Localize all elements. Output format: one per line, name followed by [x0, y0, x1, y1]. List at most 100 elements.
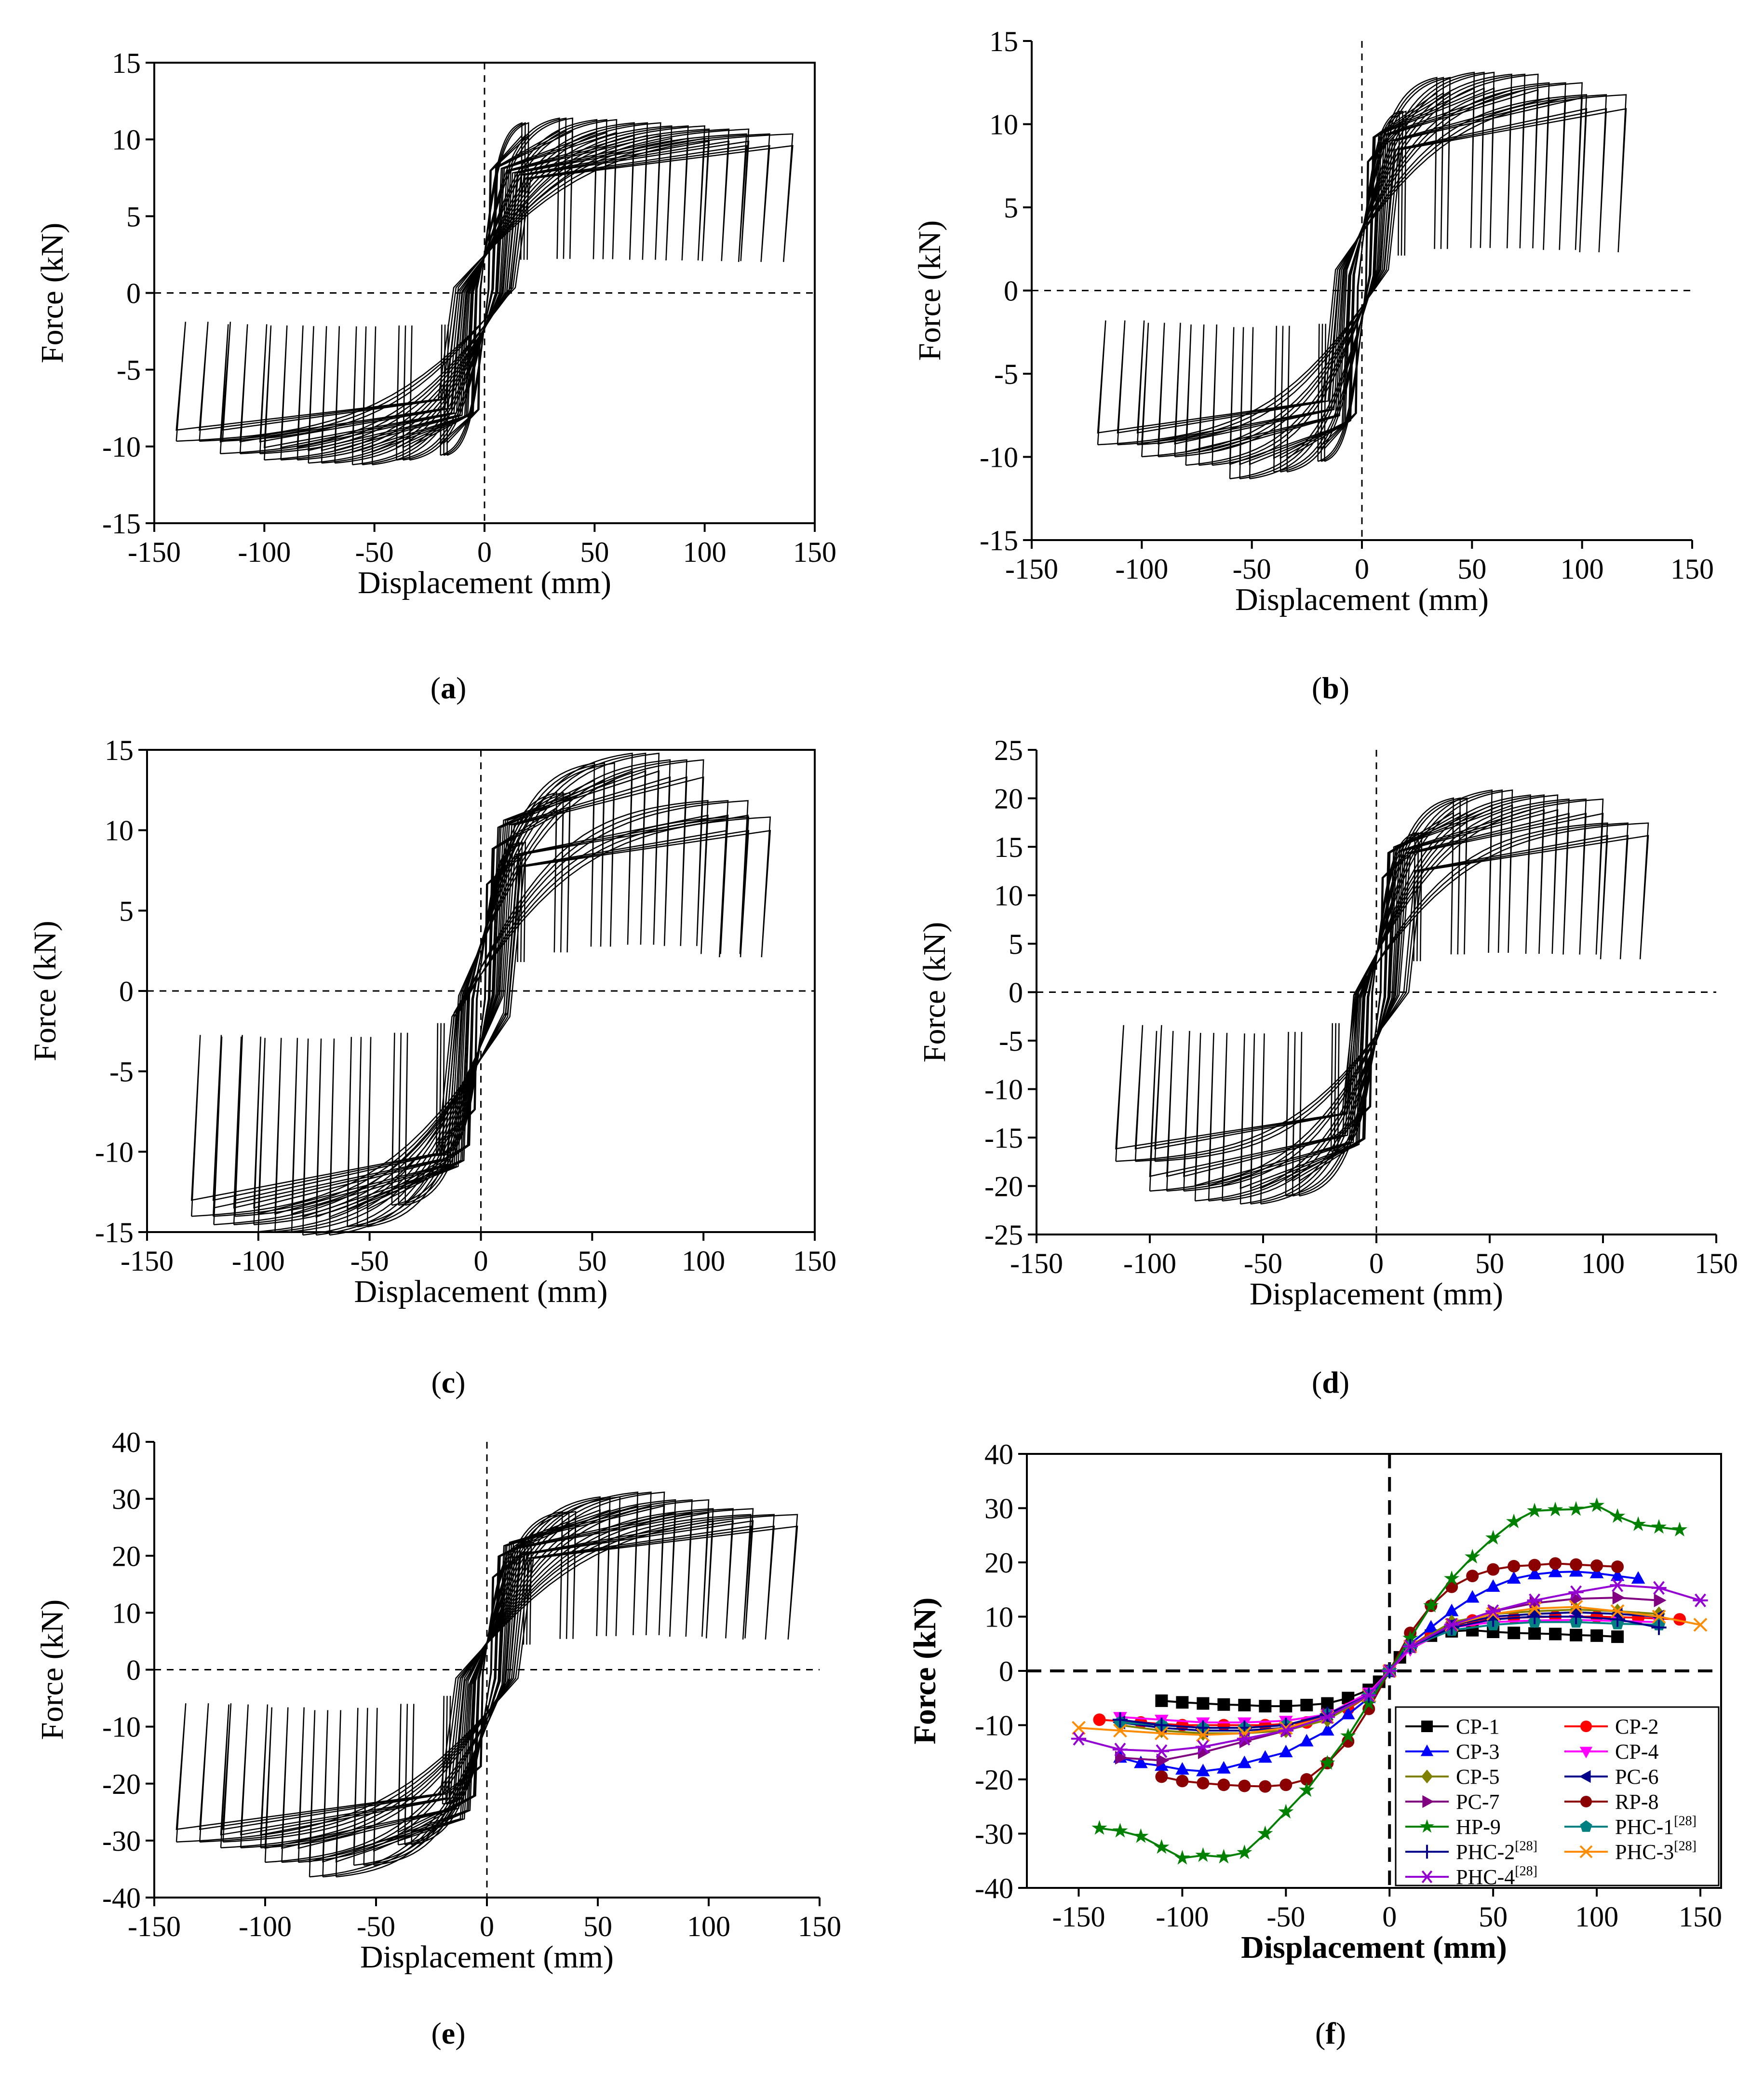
data-point: [1527, 1503, 1543, 1518]
data-point: [1154, 1744, 1169, 1758]
legend-label: PHC-3[28]: [1615, 1839, 1697, 1864]
series-phc-4: [1071, 1578, 1708, 1758]
x-tick-label: -50: [357, 1911, 395, 1942]
y-tick-label: 40: [112, 1426, 141, 1458]
x-tick-label: 50: [1457, 553, 1486, 585]
hysteresis-loop: [190, 816, 771, 1217]
hysteresis-loop: [263, 125, 706, 461]
y-tick-label: -25: [984, 1219, 1023, 1251]
data-point: [1569, 1600, 1583, 1614]
data-point: [1549, 1627, 1562, 1641]
y-tick-label: -10: [980, 442, 1018, 474]
data-point: [1133, 1828, 1149, 1843]
y-tick-label: -40: [102, 1882, 141, 1914]
x-axis-title: Displacement (mm): [1235, 582, 1489, 617]
legend-marker: [1421, 1721, 1433, 1732]
data-point: [1238, 1698, 1251, 1711]
data-point: [1485, 1530, 1501, 1545]
chart-panel-e: -150 -100 -50 0 50 100 150-40-30-20-1001020304…: [35, 1426, 841, 1975]
legend-entry: CP-5: [1405, 1765, 1499, 1789]
data-point: [1197, 1697, 1210, 1710]
data-point: [1195, 1740, 1211, 1754]
data-point: [1154, 1726, 1169, 1740]
data-point: [1174, 1850, 1190, 1865]
x-tick-label: 100: [683, 536, 727, 568]
x-tick-label: 0: [480, 1911, 494, 1942]
hysteresis-loop: [1239, 789, 1513, 1205]
legend-label: CP-1: [1456, 1715, 1499, 1738]
x-tick-label: -100: [232, 1245, 285, 1277]
data-point: [1570, 1628, 1583, 1641]
data-point: [1154, 1717, 1169, 1733]
data-point: [1113, 1723, 1127, 1738]
y-tick-label: 10: [105, 815, 134, 847]
y-tick-label: -15: [102, 508, 141, 540]
y-tick-label: -20: [102, 1768, 141, 1800]
y-tick-label: 0: [126, 278, 141, 310]
legend-label: PC-7: [1456, 1790, 1499, 1814]
y-tick-label: 15: [989, 26, 1018, 57]
y-tick-label: 20: [112, 1540, 141, 1572]
data-point: [1423, 1598, 1439, 1613]
data-point: [1155, 1694, 1168, 1707]
y-tick-label: 10: [984, 1601, 1013, 1633]
data-point: [1486, 1579, 1500, 1592]
legend-label: RP-8: [1615, 1790, 1658, 1814]
data-point: [1361, 1688, 1376, 1702]
data-point: [1175, 1762, 1189, 1775]
data-point: [1610, 1612, 1625, 1627]
data-point: [1610, 1508, 1626, 1523]
legend-marker: [1421, 1769, 1433, 1784]
hysteresis-loop: [362, 119, 607, 465]
data-point: [1195, 1720, 1211, 1736]
y-tick-label: -10: [102, 1711, 141, 1743]
data-point: [1590, 1629, 1603, 1642]
hysteresis-loop: [264, 1499, 710, 1863]
data-point: [1299, 1782, 1315, 1797]
y-tick-label: 10: [994, 880, 1023, 912]
hysteresis-loop: [175, 1514, 798, 1843]
panel-label-a: (a): [430, 671, 467, 705]
data-point: [1549, 1557, 1562, 1570]
hysteresis-loop: [296, 125, 673, 461]
data-point: [1195, 1847, 1211, 1862]
hysteresis-loop: [1158, 82, 1566, 458]
x-tick-label: -50: [1244, 1248, 1282, 1279]
data-point: [1112, 1823, 1128, 1838]
legend-entry: PC-6: [1564, 1765, 1658, 1789]
data-point: [1672, 1521, 1688, 1537]
x-tick-label: 150: [793, 1245, 836, 1277]
data-point: [1112, 1742, 1128, 1757]
data-point: [1673, 1613, 1686, 1626]
data-point: [1444, 1570, 1460, 1586]
y-tick-label: -5: [999, 1025, 1023, 1057]
data-point: [1134, 1755, 1148, 1768]
hysteresis-loop: [257, 759, 704, 1233]
legend-marker: [1579, 1845, 1593, 1858]
y-tick-label: 10: [112, 1597, 141, 1629]
data-point: [1071, 1732, 1087, 1746]
hysteresis-loop: [321, 122, 648, 464]
panel-label-b: (b): [1311, 671, 1350, 705]
y-tick-label: 10: [112, 124, 141, 156]
data-point: [1238, 1755, 1252, 1768]
data-point: [1176, 1775, 1189, 1788]
data-point: [1570, 1558, 1583, 1571]
y-tick-label: -30: [102, 1825, 141, 1857]
legend-frame: [1395, 1706, 1720, 1886]
data-point: [1382, 1664, 1397, 1678]
data-point: [1508, 1560, 1521, 1573]
data-point: [1611, 1630, 1624, 1643]
data-point: [1093, 1713, 1106, 1726]
x-axis-title: Displacement (mm): [358, 565, 611, 600]
chart-panel-f: -150 -100 -50 0 50 100 150-40-30-20-1001020304…: [907, 1438, 1722, 1965]
x-tick-label: 50: [1475, 1248, 1504, 1279]
data-point: [1217, 1761, 1231, 1774]
y-axis-title: Force (kN): [907, 1598, 943, 1745]
data-point: [1217, 1719, 1230, 1732]
y-tick-label: 5: [119, 895, 134, 927]
data-point: [1444, 1603, 1459, 1616]
data-point: [1115, 1750, 1128, 1765]
x-tick-label: -150: [1005, 553, 1058, 585]
